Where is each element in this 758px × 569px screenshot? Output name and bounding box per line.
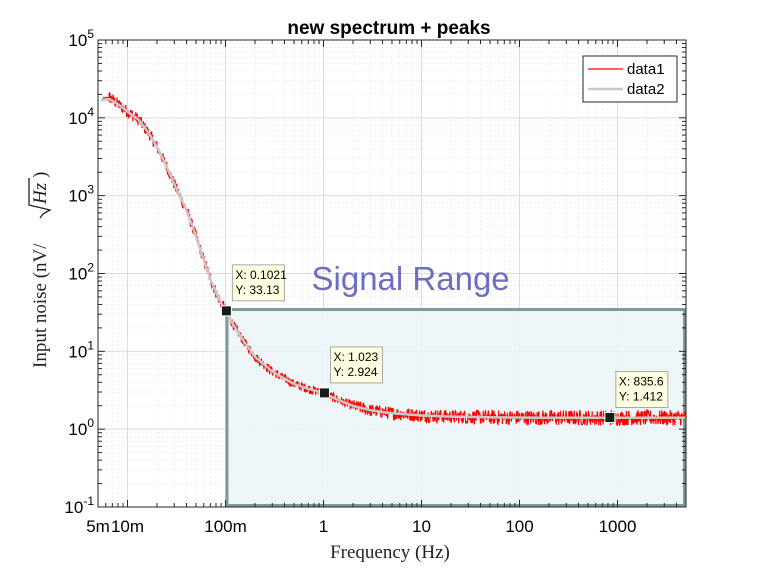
axis-ticks bbox=[97, 40, 687, 508]
legend: data1 data2 bbox=[582, 55, 678, 103]
datatip-box bbox=[231, 264, 285, 302]
datatip-x-label: X: 0.1021 bbox=[235, 268, 287, 282]
signal-range-region: Signal Range bbox=[225, 260, 686, 507]
datatip-marker bbox=[604, 412, 616, 424]
datatip-x-label: X: 1.023 bbox=[333, 350, 378, 364]
datatip-marker bbox=[220, 305, 232, 317]
x-tick-label: 100m bbox=[204, 517, 247, 536]
y-axis-label-text: Input noise (nV/ bbox=[30, 243, 51, 368]
x-axis-label: Frequency (Hz) bbox=[330, 542, 450, 563]
datatip-y-label: Y: 33.13 bbox=[235, 283, 279, 297]
x-tick-labels: 5m 10m 100m 1 10 100 1000 bbox=[86, 517, 636, 536]
series-lines bbox=[100, 91, 688, 427]
datatip-box bbox=[329, 346, 383, 384]
y-tick-label: 100 bbox=[68, 416, 94, 439]
y-tick-label: 102 bbox=[68, 261, 94, 284]
datatip-y-label: Y: 1.412 bbox=[619, 390, 663, 404]
y-tick-labels: 10-1 100 101 102 103 104 105 bbox=[64, 27, 94, 517]
signal-range-rectangle bbox=[225, 308, 686, 507]
x-tick-label: 100 bbox=[505, 517, 533, 536]
sqrt-symbol bbox=[28, 178, 52, 219]
datatip-y-label: Y: 2.924 bbox=[333, 365, 377, 379]
legend-box bbox=[582, 55, 678, 103]
y-tick-label: 105 bbox=[68, 27, 94, 50]
y-tick-label: 101 bbox=[68, 338, 94, 361]
signal-range-label: Signal Range bbox=[312, 260, 510, 297]
y-axis-label-radicand: Hz bbox=[30, 182, 51, 205]
y-axis-label-suffix: ) bbox=[30, 172, 51, 178]
legend-label-data1: data1 bbox=[627, 61, 665, 78]
series-data2-line bbox=[100, 97, 688, 420]
x-tick-label: 1000 bbox=[599, 517, 637, 536]
x-tick-label: 1 bbox=[319, 517, 328, 536]
datatip-x-label: X: 835.6 bbox=[619, 375, 664, 389]
datatip-marker bbox=[318, 387, 330, 399]
y-tick-label: 104 bbox=[68, 105, 94, 128]
datatip-box bbox=[615, 371, 669, 409]
y-tick-label: 10-1 bbox=[64, 494, 94, 517]
y-axis-label: Input noise (nV/Hz) bbox=[28, 172, 52, 368]
y-tick-label: 103 bbox=[68, 183, 94, 206]
x-tick-label: 5m bbox=[86, 517, 110, 536]
x-tick-label: 10m bbox=[111, 517, 144, 536]
chart-title: new spectrum + peaks bbox=[287, 18, 490, 39]
legend-label-data2: data2 bbox=[627, 81, 665, 98]
x-tick-label: 10 bbox=[412, 517, 431, 536]
